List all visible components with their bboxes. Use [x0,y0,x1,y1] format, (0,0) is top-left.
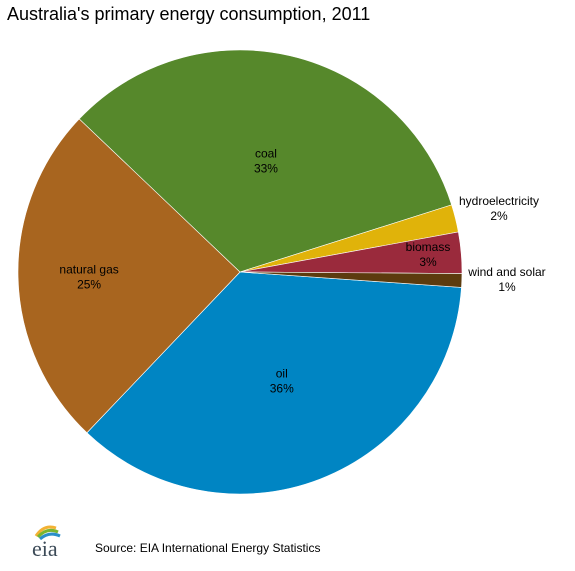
slice-percent-hydroelectricity: 2% [490,209,508,223]
pie-slices [17,49,463,495]
slice-label-natural-gas: natural gas [59,263,118,277]
slice-percent-biomass: 3% [419,255,437,269]
slice-percent-coal: 33% [254,162,278,176]
source-note: Source: EIA International Energy Statist… [95,541,321,555]
pie-slice-wind-and-solar [239,271,463,288]
slice-percent-oil: 36% [270,382,294,396]
chart-footer: eia Source: EIA International Energy Sta… [0,520,575,565]
slice-label-biomass: biomass [406,240,451,254]
slice-label-wind-and-solar: wind and solar [467,265,545,279]
slice-percent-wind-and-solar: 1% [498,280,516,294]
slice-percent-natural-gas: 25% [77,278,101,292]
slice-label-coal: coal [255,147,277,161]
pie-slice-coal [78,49,452,273]
pie-slice-natural-gas [17,118,241,434]
eia-logo-text: eia [32,536,58,561]
pie-slice-oil [86,271,462,495]
slice-label-hydroelectricity: hydroelectricity [459,194,539,208]
slice-label-oil: oil [276,367,288,381]
eia-logo-icon: eia [32,525,61,561]
chart-title: Australia's primary energy consumption, … [7,4,371,24]
